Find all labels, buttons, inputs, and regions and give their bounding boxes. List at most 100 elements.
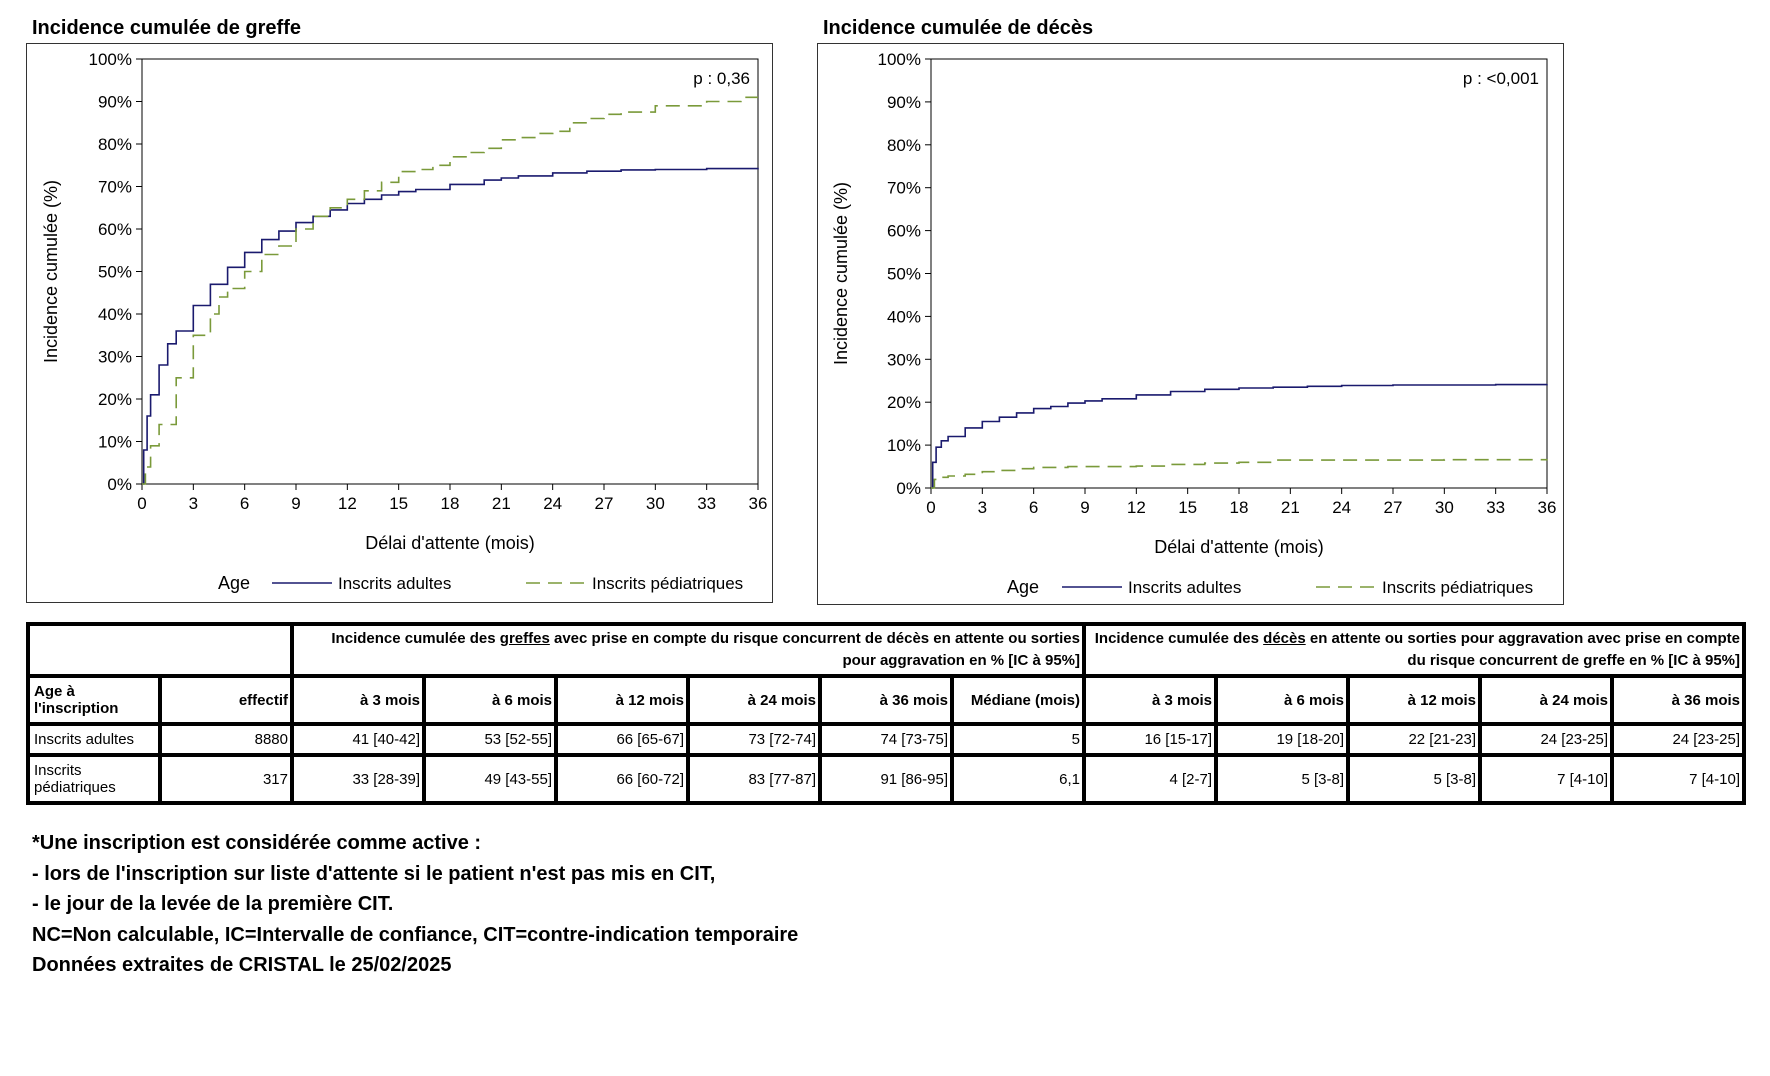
x-tick-label: 33 bbox=[697, 494, 716, 513]
series-line-pediatriques bbox=[142, 96, 758, 485]
table-header-cell: à 6 mois bbox=[1214, 674, 1350, 726]
x-tick-label: 12 bbox=[1127, 498, 1146, 517]
y-tick-label: 0% bbox=[107, 475, 132, 494]
table-cell: 53 [52-55] bbox=[422, 722, 558, 757]
y-tick-label: 60% bbox=[98, 220, 132, 239]
series-line-adultes bbox=[931, 383, 1548, 489]
x-tick-label: 6 bbox=[240, 494, 249, 513]
plot-area bbox=[141, 58, 759, 485]
table-header-cell: effectif bbox=[158, 674, 294, 726]
group-header-deces: Incidence cumulée des décès en attente o… bbox=[1082, 622, 1746, 678]
y-tick-label: 90% bbox=[98, 93, 132, 112]
legend-label: Inscrits adultes bbox=[338, 574, 451, 593]
x-tick-label: 18 bbox=[1230, 498, 1249, 517]
table-cell: 7 [4-10] bbox=[1478, 753, 1614, 805]
table-cell: 66 [65-67] bbox=[554, 722, 690, 757]
table-cell: 33 [28-39] bbox=[290, 753, 426, 805]
row-label-cell: Inscrits pédiatriques bbox=[26, 753, 162, 805]
y-tick-label: 10% bbox=[98, 433, 132, 452]
y-tick-label: 80% bbox=[98, 135, 132, 154]
x-tick-label: 27 bbox=[1384, 498, 1403, 517]
table-cell: 49 [43-55] bbox=[422, 753, 558, 805]
table-header-cell: à 24 mois bbox=[1478, 674, 1614, 726]
table-header-cell: à 36 mois bbox=[1610, 674, 1746, 726]
x-tick-label: 30 bbox=[1435, 498, 1454, 517]
x-tick-label: 0 bbox=[137, 494, 146, 513]
table-header-row: Age à l'inscription effectif à 3 mois à 6 m… bbox=[26, 674, 1746, 726]
table-cell: 5 [3-8] bbox=[1214, 753, 1350, 805]
table-cell: 22 [21-23] bbox=[1346, 722, 1482, 757]
series-line-adultes bbox=[142, 167, 759, 485]
p-value-annotation: p : 0,36 bbox=[693, 69, 750, 88]
x-tick-label: 36 bbox=[749, 494, 768, 513]
y-tick-label: 0% bbox=[896, 479, 921, 498]
table-cell: 5 bbox=[950, 722, 1086, 757]
chart-frame: 0% 10% 20% 30% 40% 50% 60% 70% 80% 90% 100% 0 3 6 9 12 1… bbox=[26, 43, 773, 603]
x-tick-label: 6 bbox=[1029, 498, 1038, 517]
legend-label: Inscrits adultes bbox=[1128, 578, 1241, 597]
y-tick-label: 90% bbox=[887, 93, 921, 112]
table-cell: 19 [18-20] bbox=[1214, 722, 1350, 757]
table-cell: 16 [15-17] bbox=[1082, 722, 1218, 757]
y-tick-label: 40% bbox=[98, 305, 132, 324]
table-header-cell: Médiane (mois) bbox=[950, 674, 1086, 726]
x-tick-label: 3 bbox=[189, 494, 198, 513]
table-cell: 4 [2-7] bbox=[1082, 753, 1218, 805]
x-axis-label: Délai d'attente (mois) bbox=[1154, 537, 1324, 557]
table-cell: 73 [72-74] bbox=[686, 722, 822, 757]
table-cell: 7 [4-10] bbox=[1610, 753, 1746, 805]
y-axis-label: Incidence cumulée (%) bbox=[831, 182, 851, 365]
y-tick-label: 50% bbox=[98, 263, 132, 282]
table-cell: 5 [3-8] bbox=[1346, 753, 1482, 805]
table-cell: 91 [86-95] bbox=[818, 753, 954, 805]
x-tick-label: 24 bbox=[543, 494, 562, 513]
x-tick-label: 15 bbox=[1178, 498, 1197, 517]
y-tick-label: 10% bbox=[887, 436, 921, 455]
footnotes: *Une inscription est considérée comme ac… bbox=[32, 828, 798, 981]
table-header-cell: à 12 mois bbox=[554, 674, 690, 726]
x-tick-label: 27 bbox=[595, 494, 614, 513]
y-tick-label: 60% bbox=[887, 222, 921, 241]
chart-svg-greffe: 0%10%20%30%40%50%60%70%80%90%100%0 3 6 9 12 1… bbox=[41, 50, 768, 593]
plot-area bbox=[930, 58, 1548, 489]
legend-title: Age bbox=[218, 573, 250, 593]
legend-label: Inscrits pédiatriques bbox=[592, 574, 743, 593]
y-tick-label: 20% bbox=[98, 390, 132, 409]
footnote-line: - le jour de la levée de la première CIT… bbox=[32, 893, 394, 915]
x-tick-label: 21 bbox=[492, 494, 511, 513]
y-tick-label: 30% bbox=[98, 348, 132, 367]
y-tick-label: 30% bbox=[887, 350, 921, 369]
table-row: Inscrits adultes 8880 41 [40-42] 53 [52-55]… bbox=[26, 722, 1746, 757]
legend-label: Inscrits pédiatriques bbox=[1382, 578, 1533, 597]
footnote-line: Données extraites de CRISTAL le 25/02/20… bbox=[32, 954, 452, 976]
table-header-cell: à 12 mois bbox=[1346, 674, 1482, 726]
table-cell: 6,1 bbox=[950, 753, 1086, 805]
footnote-line: NC=Non calculable, IC=Intervalle de conf… bbox=[32, 923, 799, 946]
x-tick-label: 21 bbox=[1281, 498, 1300, 517]
table-cell: 66 [60-72] bbox=[554, 753, 690, 805]
chart-frame: 0% 10% 20% 30% 40% 50% 60% 70% 80% 90% 100% 0 3 6 9 12 1… bbox=[817, 43, 1564, 605]
table-row: Inscrits pédiatriques 317 33 [28-39] 49 [43… bbox=[26, 753, 1746, 805]
table-cell: 8880 bbox=[158, 722, 294, 757]
chart-title: Incidence cumulée de greffe bbox=[32, 17, 301, 39]
x-tick-label: 18 bbox=[441, 494, 460, 513]
x-tick-label: 0 bbox=[926, 498, 935, 517]
row-label-cell: Inscrits adultes bbox=[26, 722, 162, 757]
table-header-cell: à 6 mois bbox=[422, 674, 558, 726]
x-tick-label: 9 bbox=[291, 494, 300, 513]
x-tick-label: 30 bbox=[646, 494, 665, 513]
x-tick-label: 15 bbox=[389, 494, 408, 513]
x-tick-label: 12 bbox=[338, 494, 357, 513]
table-cell: 74 [73-75] bbox=[818, 722, 954, 757]
x-tick-label: 24 bbox=[1332, 498, 1351, 517]
series-line-pediatriques bbox=[931, 458, 1548, 489]
table-cell: 317 bbox=[158, 753, 294, 805]
table-group-header-row: Incidence cumulée des greffes avec prise… bbox=[26, 622, 1746, 678]
x-tick-label: 36 bbox=[1538, 498, 1557, 517]
footnote-line: - lors de l'inscription sur liste d'atte… bbox=[32, 862, 716, 885]
y-axis-label: Incidence cumulée (%) bbox=[41, 180, 61, 363]
y-tick-label: 70% bbox=[98, 178, 132, 197]
y-tick-label: 40% bbox=[887, 307, 921, 326]
table-header-cell: à 36 mois bbox=[818, 674, 954, 726]
results-table: Incidence cumulée des greffes avec prise… bbox=[26, 622, 1746, 805]
